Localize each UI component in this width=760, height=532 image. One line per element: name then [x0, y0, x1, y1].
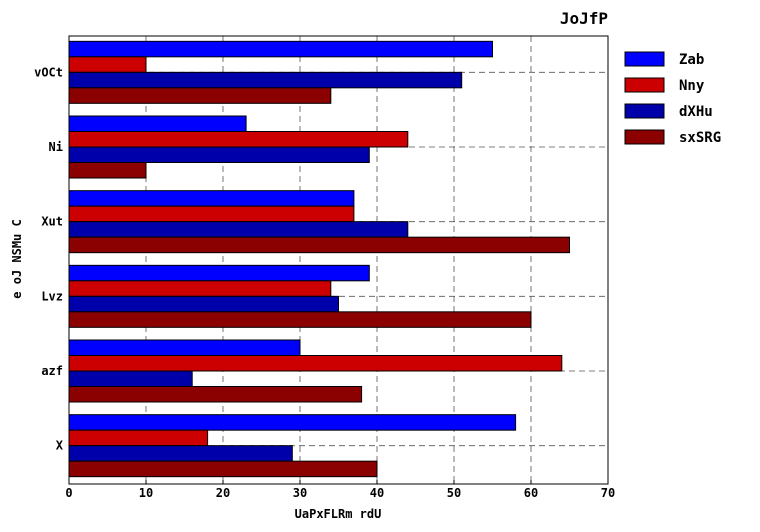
plot-area: vOCt Ni Xut Lvz azf X 0 10 20 30 40 50 60 70: [34, 35, 615, 500]
x-tick-label: 60: [524, 486, 538, 500]
bar-dXHu-azf: [68, 370, 193, 387]
bar-sxSRG-vOCt: [68, 87, 332, 104]
x-tick-label: 50: [447, 486, 461, 500]
legend-swatch-sxSRG: [624, 129, 665, 145]
bar-sxSRG-Ni: [68, 162, 147, 179]
y-tick-label: Ni: [49, 140, 63, 154]
bar-Nny-Xut: [68, 205, 355, 223]
bar-Zab-X: [68, 414, 517, 431]
plot-background: [69, 36, 608, 484]
x-tick-label: 40: [370, 486, 384, 500]
bar-sxSRG-Lvz: [68, 311, 532, 328]
bar-dXHu-vOCt: [68, 71, 463, 89]
bar-dXHu-Lvz: [68, 295, 339, 313]
x-axis-label: UaPxFLRm rdU: [295, 507, 382, 521]
x-tick-label: 10: [139, 486, 153, 500]
bar-Zab-Xut: [68, 190, 355, 207]
x-tick-label: 20: [216, 486, 230, 500]
y-tick-label: Xut: [41, 215, 63, 229]
bar-Nny-X: [68, 429, 209, 447]
legend-label-Nny: Nny: [679, 78, 705, 94]
bar-Nny-azf: [68, 355, 563, 372]
legend-swatch-dXHu: [624, 103, 665, 119]
bar-Nny-Ni: [68, 131, 409, 148]
bar-sxSRG-Xut: [68, 236, 570, 254]
bar-sxSRG-X: [68, 460, 378, 478]
legend-label-Zab: Zab: [679, 52, 704, 68]
legend-swatch-Nny: [624, 77, 665, 93]
bar-Zab-vOCt: [68, 40, 493, 58]
bar-dXHu-Ni: [68, 146, 370, 163]
chart-title: JoJfP: [560, 9, 608, 28]
bar-Zab-Ni: [68, 115, 247, 132]
bar-Nny-vOCt: [68, 56, 147, 73]
plot-frame: [68, 35, 609, 485]
bar-dXHu-X: [68, 445, 293, 462]
y-axis-label: e oJ NSMu C: [10, 219, 24, 298]
x-tick-label: 0: [65, 486, 72, 500]
bar-dXHu-Xut: [68, 221, 409, 238]
bar-Zab-azf: [68, 339, 301, 356]
x-tick-label: 30: [293, 486, 307, 500]
y-tick-label: X: [56, 439, 64, 453]
legend-label-dXHu: dXHu: [679, 104, 713, 120]
y-tick-label: Lvz: [41, 289, 63, 303]
y-tick-label: azf: [41, 364, 63, 378]
legend-label-sxSRG: sxSRG: [679, 130, 721, 146]
bar-Zab-Lvz: [68, 264, 370, 282]
x-tick-label: 70: [601, 486, 615, 500]
bar-Nny-Lvz: [68, 280, 332, 297]
legend: Zab Nny dXHu sxSRG: [624, 51, 721, 146]
y-tick-label: vOCt: [34, 65, 63, 79]
legend-swatch-Zab: [624, 51, 665, 67]
bar-sxSRG-azf: [68, 386, 363, 403]
